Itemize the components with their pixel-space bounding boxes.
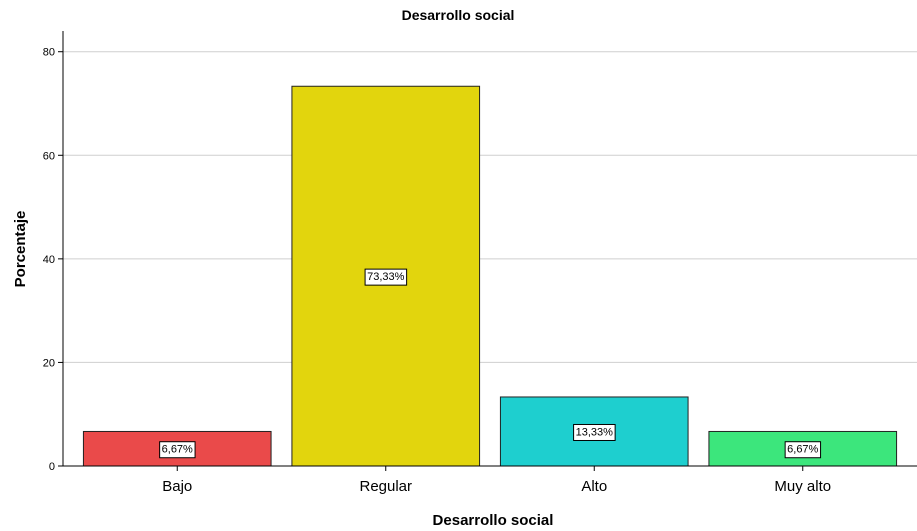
data-label-box bbox=[159, 441, 196, 459]
data-label-box bbox=[573, 423, 616, 441]
x-tick-label: Regular bbox=[359, 478, 412, 495]
x-tick-label: Bajo bbox=[162, 478, 192, 495]
gridlines bbox=[63, 51, 917, 363]
y-tick-label: 60 bbox=[43, 150, 55, 162]
y-axis: 0 20 40 60 80 bbox=[43, 31, 64, 473]
y-tick-label: 0 bbox=[49, 461, 55, 473]
y-tick-label: 80 bbox=[43, 47, 55, 59]
data-label: 6,67% bbox=[787, 444, 818, 456]
x-tick-label: Alto bbox=[581, 478, 607, 495]
data-label: 13,33% bbox=[576, 426, 614, 438]
y-axis-label: Porcentaje bbox=[12, 211, 29, 288]
x-axis-label: Desarrollo social bbox=[433, 512, 554, 529]
data-label-box bbox=[784, 441, 822, 459]
y-tick-label: 20 bbox=[43, 357, 55, 369]
x-tick-label: Muy alto bbox=[774, 478, 831, 495]
data-label: 6,67% bbox=[162, 444, 193, 456]
y-tick-label: 40 bbox=[43, 254, 55, 266]
bars: 6,67% 73,33% 13,33% 6,67% bbox=[82, 85, 898, 467]
chart-title: Desarrollo social bbox=[402, 7, 515, 23]
data-label-box bbox=[364, 268, 408, 286]
data-label: 73,33% bbox=[367, 271, 405, 283]
x-axis: Bajo Regular Alto Muy alto bbox=[63, 465, 917, 495]
